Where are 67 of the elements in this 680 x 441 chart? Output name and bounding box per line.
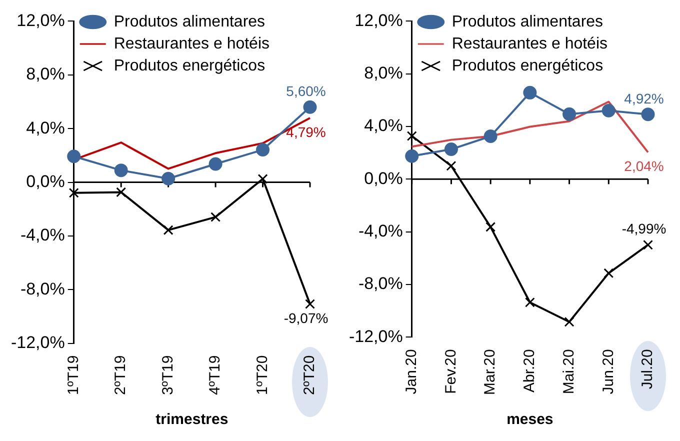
data-label: 5,60% [286,82,326,99]
point [602,104,616,118]
legend-label: Produtos energéticos [114,57,266,74]
data-label: -4,99% [622,220,666,237]
y-tick-label: 12,0% [16,10,65,30]
legend-label: Produtos alimentares [452,13,604,30]
point [114,164,128,178]
y-tick-label: 0,0% [26,172,65,191]
point [641,108,655,122]
legend-label: Produtos energéticos [452,57,604,74]
point [210,212,221,222]
y-tick-label: 4,0% [26,118,65,138]
point [116,187,126,198]
point [564,316,574,327]
point [208,157,222,171]
point [523,86,537,100]
point [405,149,419,163]
x-axis-title: meses [506,411,554,428]
y-tick-label: -8,0% [358,274,403,294]
point [604,268,614,278]
data-label: 4,79% [286,124,326,140]
x-tick-label: 2ºT19 [112,355,130,396]
point [256,143,270,157]
point [484,130,498,144]
point [446,160,456,171]
x-axis-title: trimestres [156,411,228,428]
x-tick-label: 3ºT19 [159,355,176,396]
x-tick-label: Mai.20 [560,349,578,394]
x-tick-label: 1ºT20 [254,355,271,396]
y-tick-label: -12,0% [10,333,65,352]
data-label: -9,07% [284,310,328,326]
x-tick-label: Jul.20 [639,349,656,390]
point [162,172,176,186]
x-tick-label: 2ºT20 [301,355,318,396]
point [67,150,81,164]
legend-label: Restaurantes e hotéis [452,35,608,52]
y-tick-label: 8,0% [364,64,403,83]
y-tick-label: -4,0% [358,222,403,241]
y-tick-label: 4,0% [364,116,403,136]
y-tick-label: -12,0% [348,326,403,346]
point [68,188,79,198]
y-tick-label: 12,0% [354,10,403,30]
y-tick-label: -4,0% [20,226,65,245]
point [444,142,458,156]
point [305,299,315,309]
x-tick-label: 1ºT19 [65,355,82,396]
point [163,225,174,236]
y-tick-label: 0,0% [364,168,403,188]
x-tick-label: 4ºT19 [206,355,224,396]
y-tick-label: 8,0% [26,64,65,84]
x-tick-label: Abr.20 [521,349,538,393]
point [486,222,496,232]
point [406,131,417,141]
x-tick-label: Mar.20 [482,349,499,395]
x-tick-label: Jan.20 [403,349,420,394]
point [303,100,317,114]
data-label: 4,92% [624,90,664,106]
legend-label: Produtos alimentares [114,13,266,30]
legend-label: Restaurantes e hotéis [114,35,270,52]
point [643,240,653,250]
y-tick-label: -8,0% [20,279,65,298]
data-label: 2,04% [624,158,664,174]
point [562,107,576,121]
x-tick-label: Jun.20 [600,349,617,394]
x-tick-label: Fev.20 [442,349,460,394]
point [258,174,268,184]
point [524,297,535,308]
